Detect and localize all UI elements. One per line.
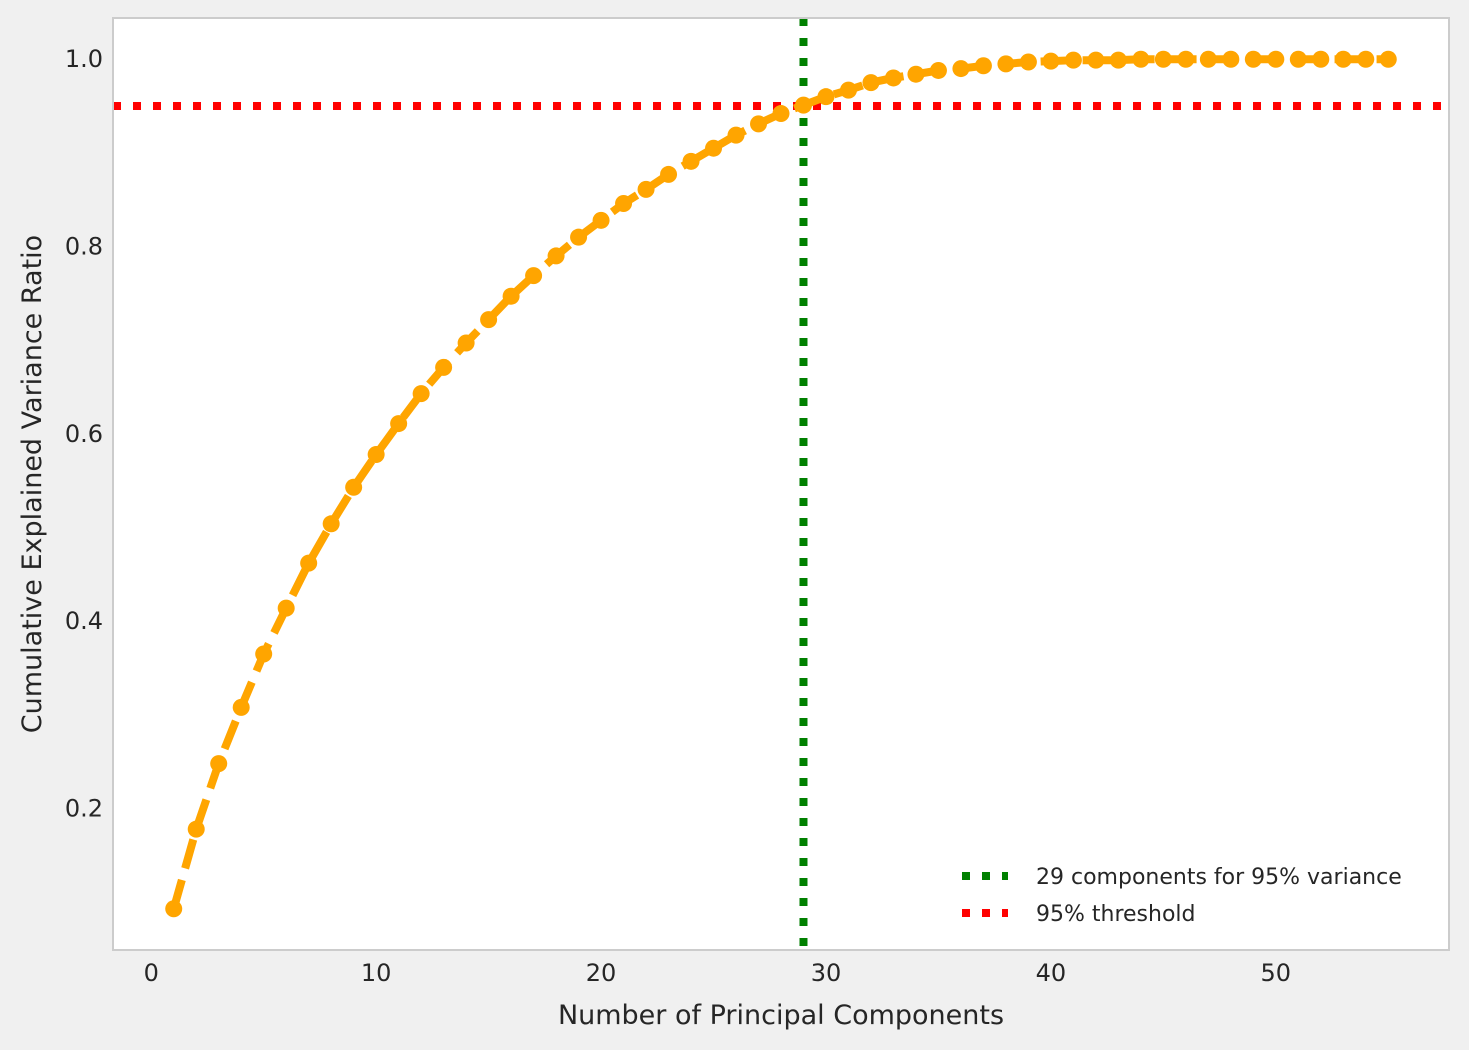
- x-tick-label: 20: [586, 959, 617, 987]
- data-point: [1109, 51, 1127, 69]
- data-point: [839, 81, 857, 99]
- data-point: [1042, 52, 1060, 70]
- plot-area: [113, 18, 1449, 950]
- legend: 29 components for 95% variance 95% thres…: [962, 865, 1402, 927]
- data-point: [862, 74, 880, 92]
- data-point: [1154, 50, 1172, 68]
- data-point: [1132, 50, 1150, 68]
- data-point: [660, 165, 678, 183]
- data-point: [457, 334, 475, 352]
- data-point: [300, 554, 318, 572]
- data-point: [255, 645, 273, 663]
- data-point: [1064, 51, 1082, 69]
- data-point: [682, 152, 700, 170]
- data-point: [165, 900, 183, 918]
- data-point: [210, 755, 228, 773]
- data-point: [705, 139, 723, 157]
- data-point: [615, 194, 633, 212]
- data-point: [480, 311, 498, 329]
- data-point: [1334, 50, 1352, 68]
- x-tick-label: 50: [1261, 959, 1292, 987]
- data-point: [345, 478, 363, 496]
- data-point: [232, 698, 250, 716]
- data-point: [1199, 50, 1217, 68]
- data-point: [367, 445, 385, 463]
- data-layer: [113, 18, 1449, 950]
- x-tick-label: 0: [144, 959, 159, 987]
- y-tick-label: 0.6: [65, 420, 103, 448]
- data-point: [1267, 50, 1285, 68]
- data-point: [1087, 51, 1105, 69]
- x-tick-label: 10: [361, 959, 392, 987]
- y-tick-label: 0.8: [65, 233, 103, 261]
- y-tick-label: 0.2: [65, 795, 103, 823]
- data-point: [637, 180, 655, 198]
- legend-label-hline: 95% threshold: [1036, 902, 1196, 927]
- data-point: [435, 358, 453, 376]
- data-point: [817, 88, 835, 106]
- data-point: [1019, 53, 1037, 71]
- data-point: [1357, 50, 1375, 68]
- data-point: [322, 515, 340, 533]
- data-point: [1244, 50, 1262, 68]
- data-point: [547, 247, 565, 265]
- data-point: [794, 96, 812, 114]
- data-point: [502, 287, 520, 305]
- data-point: [974, 57, 992, 75]
- data-point: [884, 69, 902, 87]
- data-point: [727, 126, 745, 144]
- data-point: [1379, 50, 1397, 68]
- data-point: [929, 61, 947, 79]
- tick-labels: 0 10 20 30 40 50 0.2 0.4 0.6 0.8 1.0: [65, 45, 1291, 987]
- data-point: [412, 385, 430, 403]
- data-point: [952, 60, 970, 78]
- x-tick-label: 30: [811, 959, 842, 987]
- data-point: [907, 65, 925, 83]
- data-point: [525, 267, 543, 285]
- data-point: [772, 105, 790, 123]
- y-axis-label: Cumulative Explained Variance Ratio: [17, 235, 48, 733]
- data-point: [997, 55, 1015, 73]
- legend-label-vline: 29 components for 95% variance: [1036, 865, 1402, 890]
- data-point: [277, 599, 295, 617]
- y-tick-label: 0.4: [65, 607, 103, 635]
- data-point: [1177, 50, 1195, 68]
- data-point: [570, 228, 588, 246]
- data-point: [187, 820, 205, 838]
- data-point: [390, 415, 408, 433]
- x-tick-label: 40: [1036, 959, 1067, 987]
- plot-frame: [112, 17, 1450, 951]
- data-point: [750, 115, 768, 133]
- data-point: [592, 211, 610, 229]
- x-axis-label: Number of Principal Components: [558, 1000, 1004, 1031]
- data-point: [1222, 50, 1240, 68]
- data-point: [1289, 50, 1307, 68]
- y-tick-label: 1.0: [65, 45, 103, 73]
- data-point: [1312, 50, 1330, 68]
